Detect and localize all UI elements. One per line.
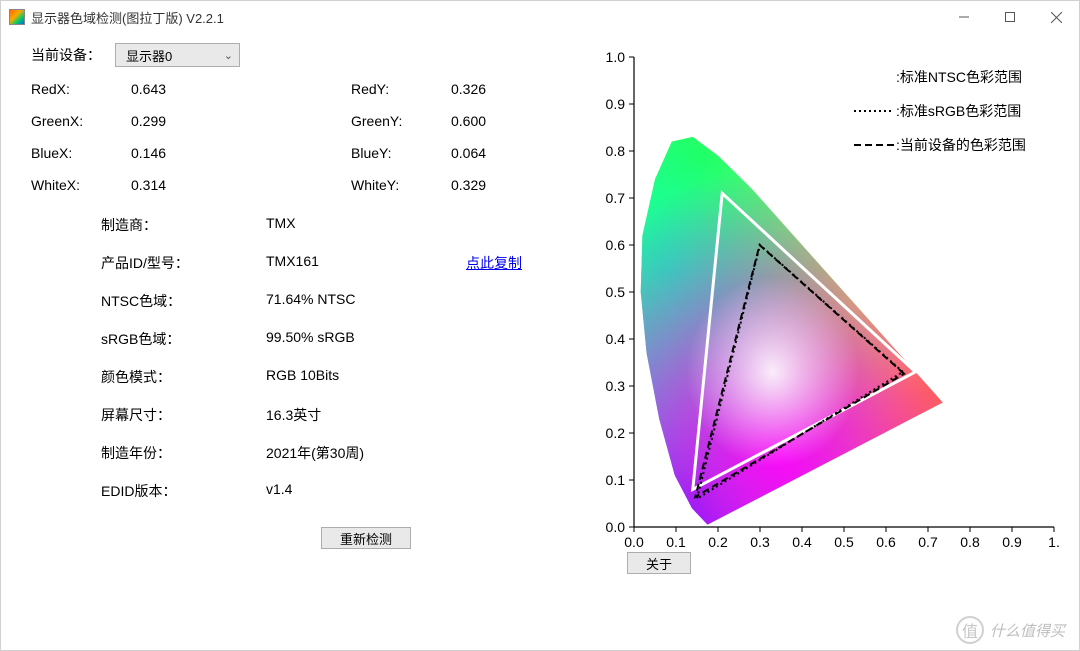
edid-label: EDID版本：: [101, 481, 266, 501]
greeny-value: 0.600: [451, 113, 521, 129]
ntsc-value: 71.64% NTSC: [266, 291, 466, 311]
svg-text:0.2: 0.2: [606, 425, 626, 441]
watermark-text: 什么值得买: [990, 620, 1065, 641]
svg-text:0.7: 0.7: [918, 534, 938, 550]
whitex-value: 0.314: [131, 177, 221, 193]
svg-text:0.0: 0.0: [606, 519, 626, 535]
svg-text:0.2: 0.2: [708, 534, 728, 550]
svg-text:0.6: 0.6: [606, 237, 626, 253]
greenx-value: 0.299: [131, 113, 221, 129]
bluey-value: 0.064: [451, 145, 521, 161]
bluex-value: 0.146: [131, 145, 221, 161]
svg-text:0.9: 0.9: [606, 96, 626, 112]
redx-value: 0.643: [131, 81, 221, 97]
svg-text:0.9: 0.9: [1002, 534, 1022, 550]
ntsc-label: NTSC色域：: [101, 291, 266, 311]
bluey-label: BlueY:: [351, 145, 451, 161]
current-device-label: 当前设备：: [31, 45, 101, 65]
svg-text:1.0: 1.0: [606, 49, 626, 65]
redy-value: 0.326: [451, 81, 521, 97]
window-controls: [941, 1, 1079, 33]
svg-text:0.1: 0.1: [666, 534, 686, 550]
srgb-label: sRGB色域：: [101, 329, 266, 349]
srgb-value: 99.50% sRGB: [266, 329, 466, 349]
greeny-label: GreenY:: [351, 113, 451, 129]
chevron-down-icon: ⌄: [224, 49, 233, 62]
title-bar: 显示器色域检测(图拉丁版) V2.2.1: [1, 1, 1079, 33]
close-button[interactable]: [1033, 1, 1079, 33]
svg-text:0.5: 0.5: [606, 284, 626, 300]
color-label: 颜色模式：: [101, 367, 266, 387]
app-icon: [9, 9, 25, 25]
svg-text:1.: 1.: [1048, 534, 1060, 550]
device-info: 制造商： TMX 产品ID/型号： TMX161 点此复制 NTSC色域： 71…: [101, 215, 569, 501]
svg-text:0.8: 0.8: [606, 143, 626, 159]
svg-text:0.4: 0.4: [606, 331, 626, 347]
window-title: 显示器色域检测(图拉丁版) V2.2.1: [31, 8, 224, 27]
chromaticity-coordinates: RedX: 0.643 RedY: 0.326 GreenX: 0.299 Gr…: [31, 81, 569, 193]
whitey-value: 0.329: [451, 177, 521, 193]
svg-text:0.7: 0.7: [606, 190, 626, 206]
svg-text:0.0: 0.0: [624, 534, 644, 550]
maximize-button[interactable]: [987, 1, 1033, 33]
device-select[interactable]: 显示器0 ⌄: [115, 43, 240, 67]
edid-value: v1.4: [266, 481, 466, 501]
bluex-label: BlueX:: [31, 145, 131, 161]
size-value: 16.3英寸: [266, 405, 466, 425]
maker-label: 制造商：: [101, 215, 266, 235]
svg-text:0.6: 0.6: [876, 534, 896, 550]
watermark-icon: 值: [956, 616, 984, 644]
cie-chromaticity-chart: 0.00.0 0.1 0.1 0.2 0.2 0.3 0.3 0.4 0.4 0.5 0.5 0.6 0…: [589, 37, 1069, 567]
svg-text:0.1: 0.1: [606, 472, 626, 488]
svg-text::标准NTSC色彩范围: :标准NTSC色彩范围: [896, 69, 1022, 85]
color-value: RGB 10Bits: [266, 367, 466, 387]
svg-text:0.3: 0.3: [606, 378, 626, 394]
svg-text:0.4: 0.4: [792, 534, 812, 550]
whitey-label: WhiteY:: [351, 177, 451, 193]
about-button[interactable]: 关于: [627, 552, 691, 574]
right-panel: 0.00.0 0.1 0.1 0.2 0.2 0.3 0.3 0.4 0.4 0.5 0.5 0.6 0…: [569, 37, 1069, 572]
svg-text:0.3: 0.3: [750, 534, 770, 550]
pid-label: 产品ID/型号：: [101, 253, 266, 273]
greenx-label: GreenX:: [31, 113, 131, 129]
redetect-button[interactable]: 重新检测: [321, 527, 411, 549]
year-value: 2021年(第30周): [266, 443, 466, 463]
svg-text::标准sRGB色彩范围: :标准sRGB色彩范围: [896, 103, 1021, 119]
svg-text:0.5: 0.5: [834, 534, 854, 550]
device-select-value: 显示器0: [126, 46, 172, 65]
pid-value: TMX161: [266, 253, 466, 273]
redx-label: RedX:: [31, 81, 131, 97]
whitex-label: WhiteX:: [31, 177, 131, 193]
left-panel: 当前设备： 显示器0 ⌄ RedX: 0.643 RedY: 0.326 Gre…: [31, 37, 569, 572]
svg-text::当前设备的色彩范围: :当前设备的色彩范围: [896, 137, 1026, 153]
year-label: 制造年份：: [101, 443, 266, 463]
app-window: 显示器色域检测(图拉丁版) V2.2.1 当前设备： 显示器0 ⌄: [0, 0, 1080, 651]
redy-label: RedY:: [351, 81, 451, 97]
size-label: 屏幕尺寸：: [101, 405, 266, 425]
svg-text:0.8: 0.8: [960, 534, 980, 550]
copy-link[interactable]: 点此复制: [466, 253, 569, 273]
watermark: 值 什么值得买: [956, 616, 1065, 644]
maker-value: TMX: [266, 215, 466, 235]
minimize-button[interactable]: [941, 1, 987, 33]
